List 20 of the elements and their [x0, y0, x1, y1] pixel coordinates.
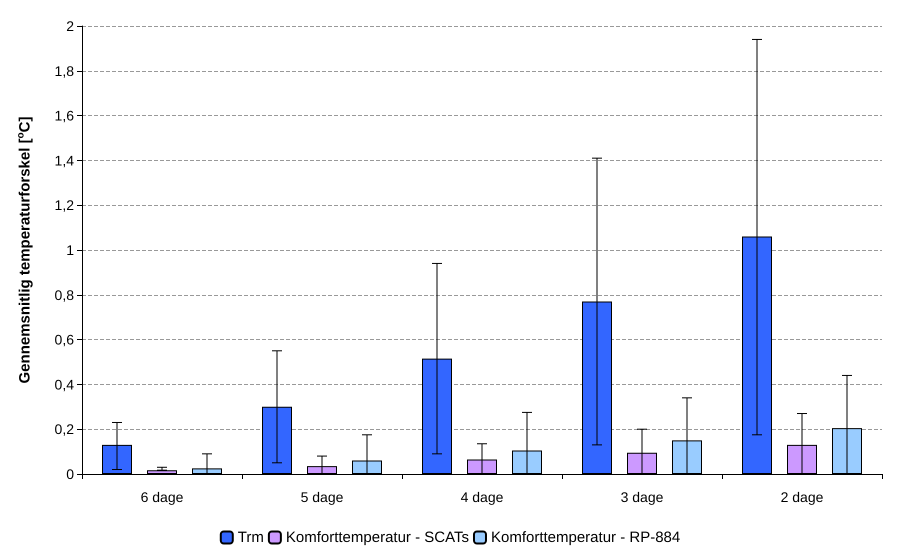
y-tick-label: 0,6 — [54, 332, 74, 348]
y-tick-label: 0,2 — [54, 421, 74, 438]
y-tick-label: 1,8 — [54, 62, 74, 79]
y-tick-label: 0 — [66, 466, 74, 482]
y-tick-label: 1,2 — [54, 197, 74, 214]
y-axis-title: Gennemsnitlig temperaturforskel [oC] — [16, 116, 34, 384]
y-tick-label: 0,8 — [54, 286, 74, 303]
x-tick-label: 6 dage — [140, 489, 184, 505]
y-tick-label: 1,4 — [54, 152, 74, 168]
y-tick-label: 2 — [66, 18, 74, 34]
y-tick-label: 0,4 — [54, 376, 74, 392]
x-tick-label: 2 dage — [780, 489, 824, 505]
legend-label: Komforttemperatur - RP-884 — [490, 529, 680, 546]
y-tick-label: 1,6 — [54, 108, 74, 124]
x-tick-label: 5 dage — [300, 489, 344, 505]
legend-label: Trm — [238, 529, 264, 546]
x-tick-label: 4 dage — [460, 489, 504, 505]
legend-label: Komforttemperatur - SCATs — [286, 529, 469, 546]
y-tick-label: 1 — [66, 242, 74, 258]
x-tick-label: 3 dage — [620, 489, 664, 505]
